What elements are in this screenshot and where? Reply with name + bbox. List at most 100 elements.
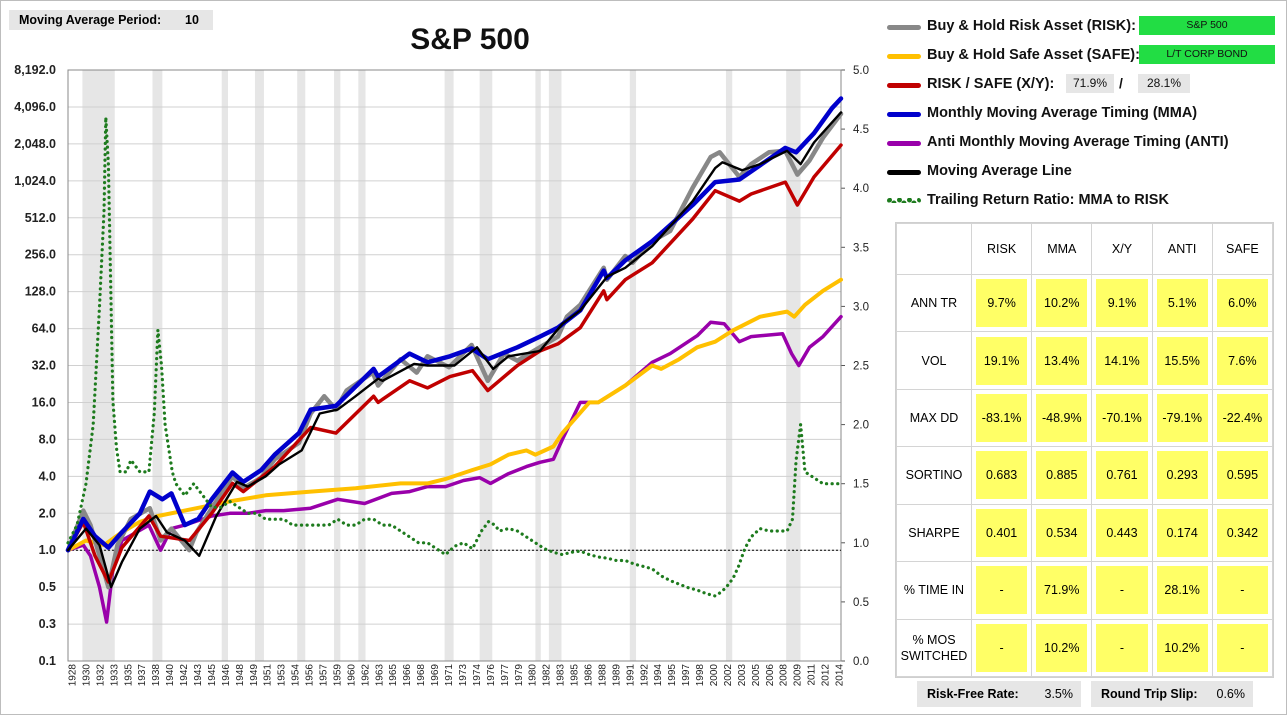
x-tick-label: 1986: [583, 664, 594, 687]
x-tick-label: 1969: [430, 664, 441, 687]
x-tick-label: 2012: [821, 664, 832, 687]
y-right-tick-label: 3.5: [853, 242, 869, 254]
legend-label-anti: Anti Monthly Moving Average Timing (ANTI…: [927, 134, 1229, 150]
stats-row-label: ANN TR: [896, 273, 972, 333]
x-tick-label: 1997: [681, 664, 692, 687]
y-right-tick-label: 5.0: [853, 65, 869, 77]
x-tick-label: 1940: [165, 664, 176, 687]
legend-swatch-ratio: [887, 198, 921, 203]
y-left-tick-label: 0.3: [39, 617, 56, 631]
x-tick-label: 1973: [458, 664, 469, 687]
stats-row-ann-tr: ANN TR 9.7% 10.2% 9.1% 5.1% 6.0%: [896, 273, 1274, 333]
x-tick-label: 1945: [207, 664, 218, 687]
stats-cell: -: [976, 623, 1028, 672]
slip-label: Round Trip Slip:: [1101, 687, 1198, 701]
stats-cell: 0.595: [1216, 451, 1268, 500]
x-tick-label: 1985: [570, 664, 581, 687]
x-tick-label: 2005: [751, 664, 762, 687]
series-line-moving-average-line: [66, 111, 843, 589]
legend-item-anti: Anti Monthly Moving Average Timing (ANTI…: [887, 129, 1282, 158]
legend-label-xy: RISK / SAFE (X/Y):: [927, 76, 1055, 92]
legend-swatch-risk: [887, 25, 921, 30]
y-left-tick-label: 1,024.0: [14, 174, 56, 188]
x-tick-label: 1976: [486, 664, 497, 687]
x-tick-label: 1966: [402, 664, 413, 687]
stats-header-blank: [896, 223, 972, 275]
x-tick-label: 2003: [737, 664, 748, 687]
x-tick-label: 2014: [835, 664, 846, 687]
legend-label-safe: Buy & Hold Safe Asset (SAFE):: [927, 47, 1140, 63]
stats-header-xy: X/Y: [1091, 223, 1153, 275]
x-tick-label: 1932: [95, 664, 106, 687]
stats-row-label: VOL: [896, 331, 972, 390]
legend-item-ma-line: Moving Average Line: [887, 158, 1282, 187]
stats-cell: -22.4%: [1216, 394, 1268, 443]
risk-free-value: 3.5%: [1044, 687, 1074, 701]
stats-cell: 10.2%: [1036, 623, 1088, 672]
legend-item-safe: Buy & Hold Safe Asset (SAFE): L/T CORP B…: [887, 42, 1282, 71]
stats-row-label: % TIME IN: [896, 561, 972, 620]
x-tick-label: 1954: [291, 664, 302, 687]
allocation-separator: /: [1119, 75, 1123, 91]
stats-cell: 28.1%: [1156, 566, 1208, 615]
risk-free-rate-box: Risk-Free Rate: 3.5%: [917, 681, 1081, 707]
risk-free-label: Risk-Free Rate:: [927, 687, 1019, 701]
y-left-tick-label: 1.0: [39, 543, 56, 557]
series-line-x-y: [66, 143, 843, 584]
stats-cell: 6.0%: [1216, 279, 1268, 328]
x-tick-label: 1977: [500, 664, 511, 687]
x-tick-label: 1933: [109, 664, 120, 687]
stats-cell: -70.1%: [1096, 394, 1148, 443]
period-value: 10: [185, 13, 199, 27]
stats-header-safe: SAFE: [1211, 223, 1274, 275]
legend-item-risk: Buy & Hold Risk Asset (RISK): S&P 500: [887, 13, 1282, 42]
x-tick-label: 1980: [528, 664, 539, 687]
y-right-tick-label: 2.5: [853, 361, 869, 373]
stats-row-sharpe: SHARPE 0.401 0.534 0.443 0.174 0.342: [896, 503, 1274, 563]
y-right-tick-label: 0.0: [853, 656, 869, 668]
x-tick-label: 1943: [193, 664, 204, 687]
chart-svg: 8,192.0 4,096.0 2,048.0 1,024.0 512.0 256.0 12…: [14, 23, 869, 687]
risk-asset-box: S&P 500: [1139, 16, 1275, 35]
legend: Buy & Hold Risk Asset (RISK): S&P 500 Bu…: [887, 13, 1282, 216]
stats-header-row: RISK MMA X/Y ANTI SAFE: [896, 223, 1274, 275]
x-tick-label: 1942: [179, 664, 190, 687]
x-tick-label: 1998: [695, 664, 706, 687]
stats-header-anti: ANTI: [1151, 223, 1213, 275]
stats-cell: -: [1096, 566, 1148, 615]
x-tick-label: 2009: [793, 664, 804, 687]
stats-cell: -: [1096, 623, 1148, 672]
stats-cell: 71.9%: [1036, 566, 1088, 615]
plot-frame: [67, 69, 842, 662]
x-tick-label: 1959: [332, 664, 343, 687]
stats-cell: 9.7%: [976, 279, 1028, 328]
x-tick-label: 1983: [556, 664, 567, 687]
legend-item-ratio: Trailing Return Ratio: MMA to RISK: [887, 187, 1282, 216]
y-left-tick-label: 256.0: [25, 248, 56, 262]
y-left-tick-label: 2,048.0: [14, 137, 56, 151]
stats-cell: 0.342: [1216, 508, 1268, 557]
stats-cell: 0.401: [976, 508, 1028, 557]
y-left-tick-label: 8,192.0: [14, 63, 56, 77]
legend-label-risk: Buy & Hold Risk Asset (RISK):: [927, 18, 1136, 34]
x-tick-label: 1968: [416, 664, 427, 687]
x-tick-label: 1957: [319, 664, 330, 687]
stats-cell: -: [976, 566, 1028, 615]
x-tick-label: 1956: [305, 664, 316, 687]
y-right-tick-label: 3.0: [853, 301, 869, 313]
legend-swatch-anti: [887, 141, 921, 146]
round-trip-slip-box: Round Trip Slip: 0.6%: [1091, 681, 1253, 707]
legend-swatch-safe: [887, 54, 921, 59]
stats-cell: -: [1216, 623, 1268, 672]
x-tick-label: 1960: [346, 664, 357, 687]
x-tick-label: 2000: [709, 664, 720, 687]
x-tick-label: 1953: [277, 664, 288, 687]
series-line-anti: [66, 314, 843, 624]
y-left-tick-label: 4.0: [39, 469, 56, 483]
stats-cell: 0.293: [1156, 451, 1208, 500]
x-tick-label: 1938: [151, 664, 162, 687]
legend-swatch-ma-line: [887, 170, 921, 175]
stats-cell: 0.534: [1036, 508, 1088, 557]
x-tick-label: 1988: [597, 664, 608, 687]
